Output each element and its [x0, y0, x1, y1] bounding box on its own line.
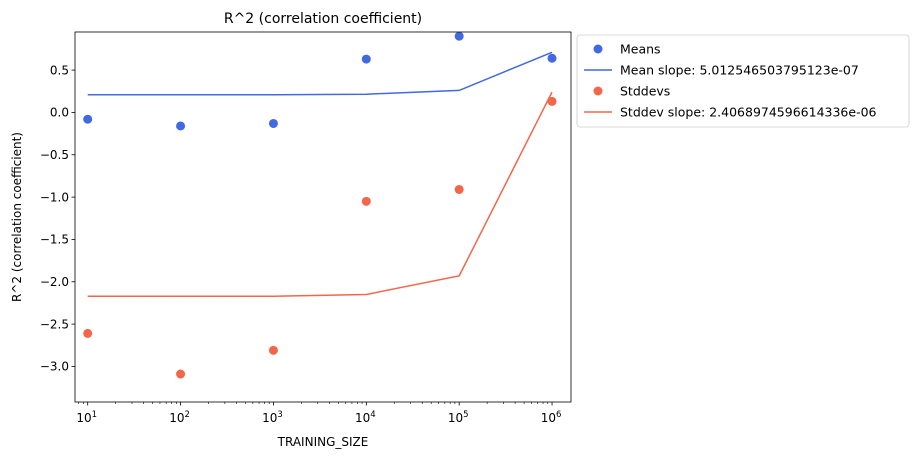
- data-point: [454, 184, 464, 194]
- y-axis-title: R^2 (correlation coefficient): [10, 132, 24, 302]
- data-point: [361, 196, 371, 206]
- legend-marker-swatch: [593, 44, 603, 54]
- y-tick-label: −2.5: [40, 317, 69, 331]
- legend: Means Mean slope: 5.012546503795123e-07 St…: [576, 34, 910, 128]
- legend-label: Stddevs: [620, 84, 670, 99]
- legend-marker-swatch: [593, 86, 603, 96]
- plot-area: 0.5 0.0 −0.5 −1.0 −1.5 −2.0 −2.5 −3.0 101 102 103 1…: [40, 31, 572, 425]
- data-point: [83, 114, 93, 124]
- legend-label: Mean slope: 5.012546503795123e-07: [620, 63, 859, 78]
- x-axis-title: TRAINING_SIZE: [277, 435, 369, 449]
- x-tick-label: 101: [76, 410, 97, 425]
- x-tick-label: 102: [169, 410, 190, 425]
- y-tick-label: −1.0: [40, 190, 69, 204]
- y-tick-label: 0.5: [50, 63, 69, 77]
- x-tick-label: 106: [541, 410, 562, 425]
- y-tick-label: −2.0: [40, 275, 69, 289]
- x-tick-label: 103: [262, 410, 283, 425]
- series-line-3: [87, 91, 553, 297]
- legend-box: [576, 34, 910, 128]
- y-tick-label: −1.5: [40, 233, 69, 247]
- plot-frame: [74, 31, 572, 403]
- data-point: [454, 31, 464, 41]
- series-line-1: [87, 51, 553, 96]
- legend-label: Means: [620, 42, 661, 57]
- data-point: [268, 345, 278, 355]
- data-point: [268, 118, 278, 128]
- x-tick-label: 104: [355, 410, 376, 425]
- data-point: [361, 54, 371, 64]
- data-point: [176, 121, 186, 131]
- data-point: [547, 53, 557, 63]
- data-point: [547, 96, 557, 106]
- data-point: [83, 328, 93, 338]
- x-tick-label: 105: [448, 410, 469, 425]
- chart-title: R^2 (correlation coefficient): [224, 11, 422, 27]
- y-tick-label: −3.0: [40, 360, 69, 374]
- y-tick-label: 0.0: [50, 106, 69, 120]
- data-point: [176, 369, 186, 379]
- legend-label: Stddev slope: 2.4068974596614336e-06: [620, 105, 877, 120]
- y-tick-label: −0.5: [40, 148, 69, 162]
